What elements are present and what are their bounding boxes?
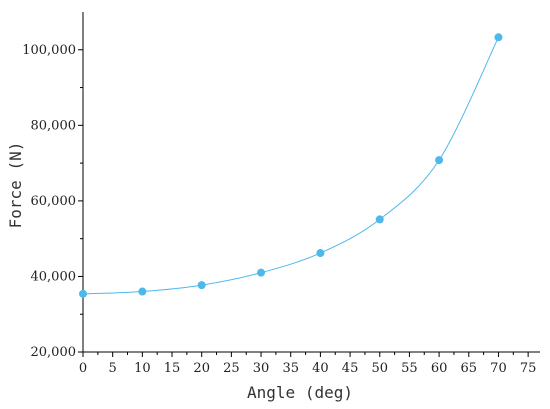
x-tick-label: 25 <box>223 361 240 376</box>
y-tick-label: 60,000 <box>31 194 77 209</box>
data-point <box>316 249 325 258</box>
x-tick-label: 75 <box>520 361 537 376</box>
y-axis-ticks: 20,000 40,000 60,000 80,000 100,000 <box>22 43 83 360</box>
data-point <box>138 287 147 296</box>
data-point <box>79 289 87 298</box>
data-point <box>375 215 384 224</box>
x-tick-label: 60 <box>431 361 448 376</box>
x-tick-label: 65 <box>461 361 478 376</box>
y-tick-label: 20,000 <box>31 345 77 360</box>
plot-area <box>82 12 540 353</box>
x-tick-label: 40 <box>312 361 329 376</box>
x-tick-label: 0 <box>79 361 87 376</box>
y-axis-title: Force (N) <box>6 142 25 229</box>
x-tick-label: 70 <box>490 361 507 376</box>
x-tick-label: 35 <box>282 361 299 376</box>
x-tick-label: 45 <box>342 361 359 376</box>
x-tick-label: 10 <box>134 361 151 376</box>
series-line <box>82 37 499 295</box>
y-tick-label: 100,000 <box>22 43 76 58</box>
data-points <box>79 33 503 298</box>
series-curve-layer <box>82 37 499 295</box>
x-tick-label: 30 <box>253 361 270 376</box>
data-point <box>435 156 444 165</box>
x-axis-ticks: 0 5 10 15 20 25 30 35 40 45 50 55 60 65 70 75 <box>79 352 537 376</box>
x-tick-label: 20 <box>193 361 210 376</box>
y-tick-label: 40,000 <box>31 269 77 284</box>
data-point <box>257 268 266 277</box>
data-point <box>197 281 206 290</box>
x-tick-label: 15 <box>164 361 181 376</box>
x-tick-label: 55 <box>401 361 418 376</box>
x-tick-label: 50 <box>371 361 388 376</box>
y-tick-label: 80,000 <box>31 118 77 133</box>
x-axis-title: Angle (deg) <box>247 383 353 402</box>
data-point <box>494 33 503 42</box>
x-tick-label: 5 <box>109 361 117 376</box>
